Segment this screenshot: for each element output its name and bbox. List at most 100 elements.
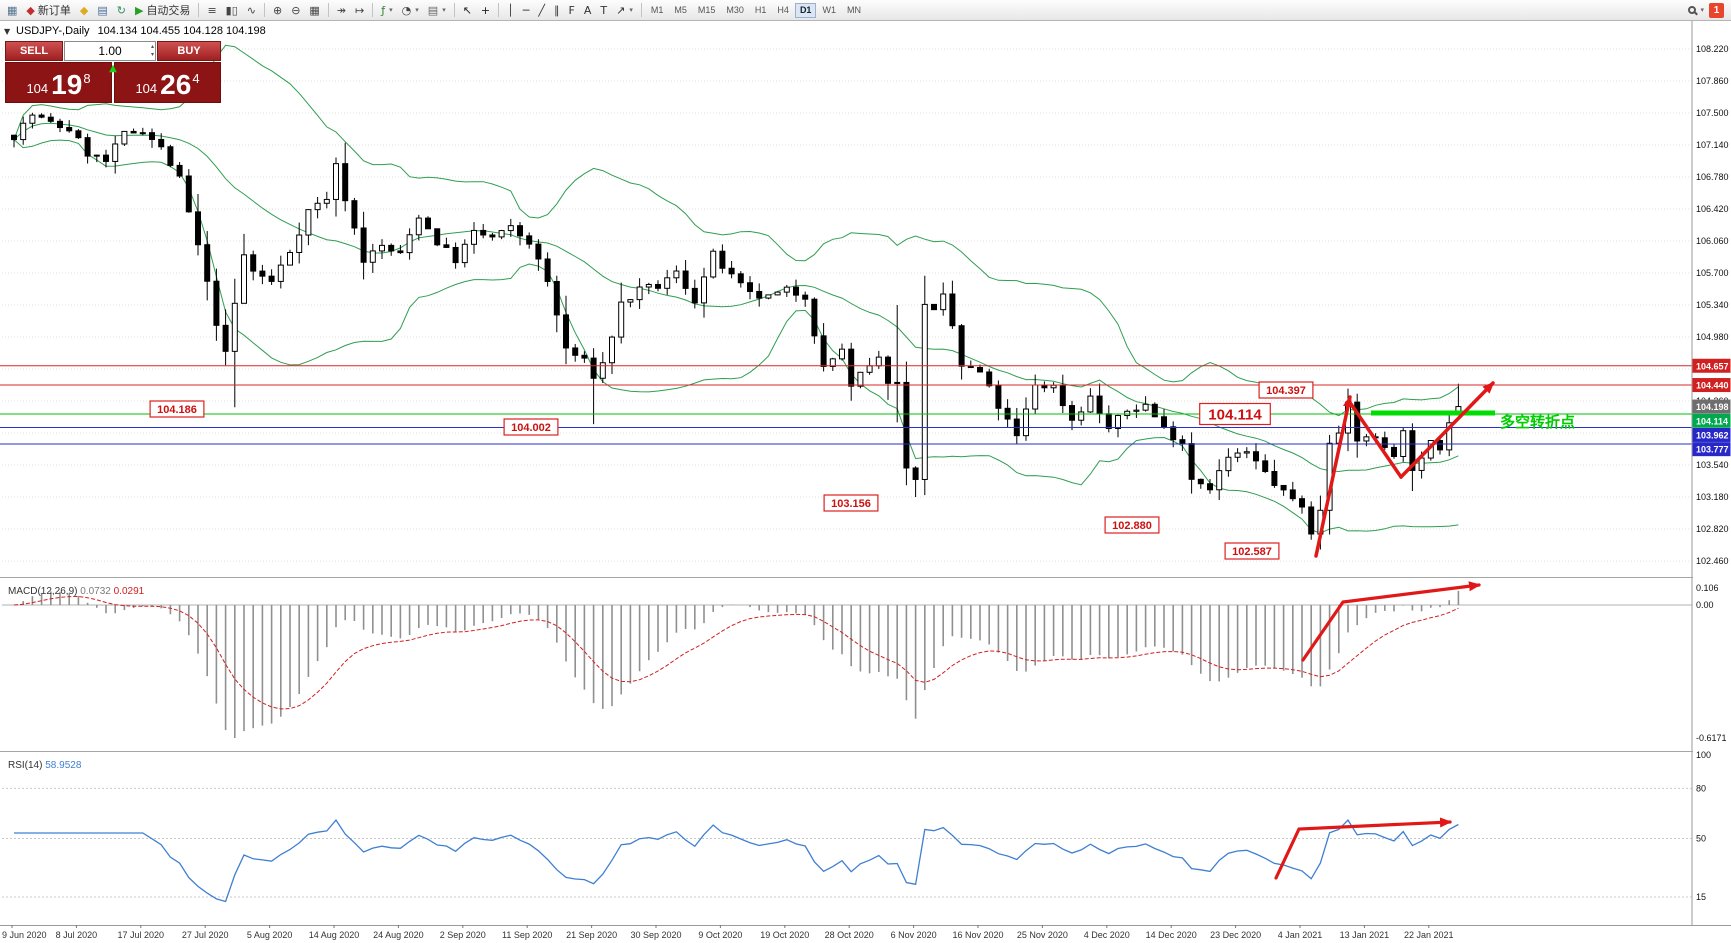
trendline-icon[interactable]: ╱ xyxy=(534,2,549,19)
chart-shift-icon[interactable]: ↦ xyxy=(351,2,368,19)
price-callout-labels[interactable]: 104.186 104.002 103.156 102.880 102.587 104.3… xyxy=(149,381,1314,560)
autotrading-button-label: 自动交易 xyxy=(146,5,191,17)
pivot-text-annotation[interactable]: 多空转折点 xyxy=(1500,413,1575,431)
svg-text:23 Dec 2020: 23 Dec 2020 xyxy=(1210,930,1261,940)
svg-text:24 Aug 2020: 24 Aug 2020 xyxy=(373,930,424,940)
label-icon[interactable]: T xyxy=(596,2,611,19)
candle-body xyxy=(839,348,845,360)
price-tag xyxy=(1692,427,1731,442)
symbol-period-label: USDJPY-,Daily xyxy=(16,25,90,37)
candle-body xyxy=(38,114,45,118)
candle-body xyxy=(185,175,192,213)
candle-body xyxy=(241,254,247,304)
svg-text:22 Jan 2021: 22 Jan 2021 xyxy=(1404,930,1454,940)
metaeditor-icon[interactable]: ◆ xyxy=(76,2,92,19)
new-chart-icon[interactable]: ▦ xyxy=(3,2,21,19)
candle-body xyxy=(894,381,901,384)
spin-up-icon[interactable]: ▴ xyxy=(150,43,154,50)
notification-badge[interactable]: 1 xyxy=(1709,2,1724,18)
timeframe-m1-button[interactable]: M1 xyxy=(646,3,669,18)
svg-text:104.198: 104.198 xyxy=(1696,402,1729,412)
timeframe-d1-button[interactable]: D1 xyxy=(794,2,817,18)
svg-text:4 Jan 2021: 4 Jan 2021 xyxy=(1278,930,1323,940)
cursor-icon[interactable]: ↖ xyxy=(459,2,476,19)
fibonacci-icon[interactable]: F xyxy=(565,2,579,19)
macd-scale-label: -0.6171 xyxy=(1696,733,1727,743)
candlestick-chart-icon[interactable]: ▮▯ xyxy=(222,2,242,19)
vertical-line-icon[interactable]: │ xyxy=(503,2,518,19)
candle-body xyxy=(1023,408,1029,437)
buy-price-display[interactable]: 104 26 4 xyxy=(114,62,221,103)
candle-body xyxy=(204,244,211,282)
sell-price-big-figure: 104 xyxy=(26,81,49,97)
svg-text:19 Oct 2020: 19 Oct 2020 xyxy=(760,930,809,940)
timeframe-h1-button[interactable]: H1 xyxy=(750,3,772,18)
candle-body xyxy=(756,290,763,299)
refresh-icon[interactable]: ↻ xyxy=(113,2,130,19)
one-click-toggle-icon[interactable]: ▼ xyxy=(4,27,11,36)
candle-body xyxy=(1133,409,1140,412)
new-order-button[interactable]: ◆ 新订单 xyxy=(22,2,74,19)
svg-text:13 Jan 2021: 13 Jan 2021 xyxy=(1340,930,1390,940)
search-icon[interactable]: ▾ xyxy=(1684,2,1708,19)
channel-icon[interactable]: ∥ xyxy=(550,2,564,19)
templates-icon[interactable]: ▤ ▾ xyxy=(424,2,450,19)
candle-body xyxy=(480,229,487,236)
price-tag xyxy=(1692,442,1731,457)
timeframe-h4-button[interactable]: H4 xyxy=(772,3,794,18)
svg-text:106.060: 106.060 xyxy=(1696,236,1729,246)
timeframe-m30-button[interactable]: M30 xyxy=(721,3,749,18)
candle-body xyxy=(75,130,82,139)
arrows-tool-icon[interactable]: ↗ ▾ xyxy=(612,2,637,19)
sell-price-display[interactable]: 104 19 8 xyxy=(5,62,112,103)
trend-arrow-rsi[interactable] xyxy=(1274,817,1452,880)
lot-spinner[interactable]: ▴ ▾ xyxy=(151,43,154,59)
zoom-out-icon[interactable]: ⊖ xyxy=(287,2,304,19)
spin-down-icon[interactable]: ▾ xyxy=(150,50,154,58)
candle-body xyxy=(940,293,947,311)
trend-arrows-main[interactable] xyxy=(1314,381,1495,558)
periods-icon: ◔ xyxy=(401,3,412,17)
svg-text:104.980: 104.980 xyxy=(1696,332,1729,342)
candle-body xyxy=(609,336,615,364)
periods-icon[interactable]: ◔ ▾ xyxy=(398,2,423,19)
market-watch-icon[interactable]: ▤ xyxy=(93,2,111,19)
candle-body xyxy=(425,217,431,230)
line-chart-icon[interactable]: ∿ xyxy=(243,2,260,19)
tile-windows-icon[interactable]: ▦ xyxy=(305,2,323,19)
timeframe-w1-button[interactable]: W1 xyxy=(817,3,841,18)
rsi-label: RSI(14) 58.9528 xyxy=(8,760,82,771)
auto-scroll-icon[interactable]: ↠ xyxy=(333,2,350,19)
timeframe-m15-button[interactable]: M15 xyxy=(693,3,721,18)
candle-body xyxy=(1179,439,1186,445)
timeframe-m5-button[interactable]: M5 xyxy=(669,3,692,18)
trend-arrow-macd[interactable] xyxy=(1301,581,1481,662)
buy-button[interactable]: BUY xyxy=(157,41,221,61)
candle-body xyxy=(599,362,606,379)
price-label-box xyxy=(1258,381,1314,399)
sell-price-pips: 19 xyxy=(51,68,83,100)
candle-body xyxy=(645,283,652,288)
lot-size-field[interactable]: 1.00 ▴ ▾ xyxy=(64,41,156,61)
rsi-scale-label: 100 xyxy=(1696,750,1711,760)
zoom-in-icon[interactable]: ⊕ xyxy=(269,2,286,19)
sell-button[interactable]: SELL xyxy=(5,41,63,61)
svg-text:28 Oct 2020: 28 Oct 2020 xyxy=(825,930,874,940)
candle-body xyxy=(544,258,551,282)
time-axis[interactable]: 9 Jun 2020 8 Jul 2020 17 Jul 2020 27 Jul 20… xyxy=(2,925,1454,940)
crosshair-icon[interactable]: + xyxy=(477,2,494,19)
indicators-icon[interactable]: ƒ ▾ xyxy=(377,2,396,19)
candle-body xyxy=(1087,395,1094,413)
indicators-icon: ƒ xyxy=(381,3,386,17)
toolbar-separator xyxy=(453,3,455,17)
price-scale[interactable]: 108.220 107.860 107.500 107.140 106.780 106.4… xyxy=(1692,44,1731,902)
macd-signal-line xyxy=(13,595,1459,710)
autotrading-button[interactable]: ▶ 自动交易 xyxy=(131,2,194,19)
candle-body xyxy=(231,302,238,352)
text-icon[interactable]: A xyxy=(580,2,596,19)
toolbar-separator xyxy=(640,3,642,17)
timeframe-mn-button[interactable]: MN xyxy=(842,3,866,18)
horizontal-line-icon[interactable]: ─ xyxy=(519,2,534,19)
bar-chart-icon[interactable]: ≡ xyxy=(203,2,220,19)
